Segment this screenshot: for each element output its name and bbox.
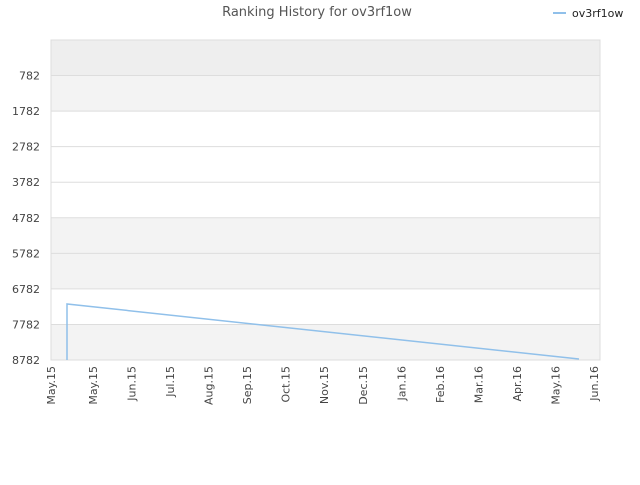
plot-frame — [50, 39, 601, 361]
plot-band — [51, 324, 600, 360]
x-tick-label: May.15 — [45, 366, 58, 405]
x-tick-label: Jun.16 — [588, 366, 601, 402]
y-tick-label: 7782 — [12, 318, 40, 331]
plot-background — [51, 40, 600, 360]
plot-band — [51, 111, 600, 147]
legend-label-ov3rf1ow: ov3rf1ow — [572, 7, 623, 20]
x-tick-label: Apr.16 — [511, 366, 524, 402]
x-tick-label: Oct.15 — [280, 366, 293, 403]
y-tick-label: 782 — [19, 70, 40, 83]
x-tick-label: Feb.16 — [434, 366, 447, 403]
y-tick-label: 3782 — [12, 176, 40, 189]
x-axis: May.15 May.15 Jun.15 Jul.15 Aug.15 Sep.15 Oct.… — [45, 366, 601, 405]
plot-band — [51, 146, 600, 183]
plot-band — [51, 217, 600, 254]
y-tick-label: 8782 — [12, 354, 40, 367]
x-tick-label: Sep.15 — [241, 366, 254, 404]
chart-title: Ranking History for ov3rf1ow — [222, 5, 412, 20]
y-tick-label: 4782 — [12, 212, 40, 225]
gridlines — [50, 39, 601, 361]
y-axis: 782 1782 2782 3782 4782 5782 6782 7782 8782 — [12, 70, 40, 367]
plot-band — [51, 288, 600, 325]
plot-band — [51, 75, 600, 112]
plot-band — [51, 182, 600, 218]
x-tick-label: May.15 — [87, 366, 100, 405]
plot-band — [51, 40, 600, 76]
legend[interactable]: ov3rf1ow — [553, 7, 623, 20]
series-lines — [66, 303, 580, 360]
y-tick-label: 6782 — [12, 283, 40, 296]
x-tick-label: Jul.15 — [164, 366, 177, 398]
plot-band — [51, 253, 600, 289]
x-tick-label: May.16 — [549, 366, 562, 405]
y-tick-label: 5782 — [12, 247, 40, 260]
series-line-ov3rf1ow — [66, 303, 580, 360]
x-tick-label: Mar.16 — [472, 366, 485, 403]
x-tick-label: Nov.15 — [318, 366, 331, 404]
y-tick-label: 2782 — [12, 141, 40, 154]
x-tick-label: Aug.15 — [203, 366, 216, 405]
y-tick-label: 1782 — [12, 105, 40, 118]
x-tick-label: Dec.15 — [357, 366, 370, 405]
x-tick-label: Jan.16 — [395, 366, 408, 401]
x-tick-label: Jun.15 — [126, 366, 139, 402]
